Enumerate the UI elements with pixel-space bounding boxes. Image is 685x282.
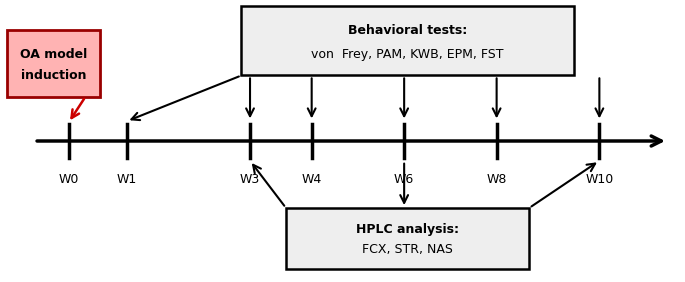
Text: induction: induction <box>21 69 86 82</box>
Text: Behavioral tests:: Behavioral tests: <box>348 24 467 37</box>
Text: W4: W4 <box>301 173 322 186</box>
Text: von  Frey, PAM, KWB, EPM, FST: von Frey, PAM, KWB, EPM, FST <box>311 48 504 61</box>
Text: W6: W6 <box>394 173 414 186</box>
Text: W8: W8 <box>486 173 507 186</box>
Text: FCX, STR, NAS: FCX, STR, NAS <box>362 243 453 256</box>
FancyBboxPatch shape <box>7 30 100 96</box>
Text: OA model: OA model <box>20 48 87 61</box>
FancyBboxPatch shape <box>241 6 573 76</box>
FancyBboxPatch shape <box>286 208 529 268</box>
Text: W1: W1 <box>116 173 137 186</box>
Text: W10: W10 <box>585 173 614 186</box>
Text: W3: W3 <box>240 173 260 186</box>
Text: HPLC analysis:: HPLC analysis: <box>356 223 459 236</box>
Text: W0: W0 <box>58 173 79 186</box>
